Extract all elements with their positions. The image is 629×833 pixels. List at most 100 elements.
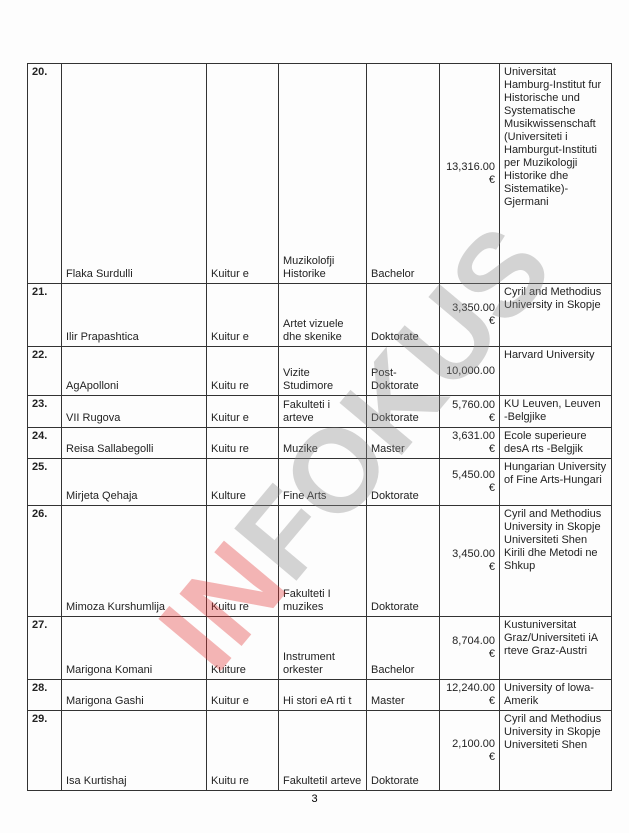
amount: 5,450.00 €	[439, 458, 500, 506]
university: Harvard University	[499, 346, 612, 396]
program: Muzikolofji Historike	[278, 63, 367, 284]
row-number: 26.	[27, 505, 62, 617]
amount: 3,350.00 €	[439, 283, 500, 347]
cell-text: Kuitur e	[211, 268, 249, 280]
cell-text: Master	[371, 443, 405, 455]
cell-text: 25.	[32, 461, 48, 473]
degree: Master	[366, 427, 440, 459]
cell-text: 28.	[32, 682, 48, 694]
degree: Doktorate	[366, 710, 440, 791]
cell-text: 8,704.00 €	[452, 635, 495, 660]
amount: 8,704.00 €	[439, 616, 500, 680]
row-number: 21.	[27, 283, 62, 347]
row-number: 24.	[27, 427, 62, 459]
program: FakultetiI arteve	[278, 710, 367, 791]
amount: 10,000.00	[439, 346, 500, 396]
cell-text: Cyril and Methodius University in Skopje…	[504, 713, 602, 751]
row-number: 23.	[27, 395, 62, 428]
cell-text: Cyril and Methodius University in Skopje…	[504, 508, 602, 572]
amount: 3,450.00 €	[439, 505, 500, 617]
cell-text: Muzike	[283, 443, 318, 455]
cell-text: Kuitur e	[211, 412, 249, 424]
cell-text: 29.	[32, 713, 48, 725]
amount: 12,240.00 €	[439, 679, 500, 711]
row-number: 25.	[27, 458, 62, 506]
field: Kuitur e	[206, 395, 279, 428]
cell-text: Instrument orkester	[283, 651, 335, 676]
field: Kuitu re	[206, 505, 279, 617]
name: Flaka Surdulli	[61, 63, 207, 284]
row-number: 29.	[27, 710, 62, 791]
program: Fine Arts	[278, 458, 367, 506]
university: KU Leuven, Leuven -Belgjike	[499, 395, 612, 428]
degree: Doktorate	[366, 395, 440, 428]
cell-text: Kuitu re	[211, 443, 249, 455]
university: Kustuniversitat Graz/Universiteti iA rte…	[499, 616, 612, 680]
amount: 5,760.00 €	[439, 395, 500, 428]
university: Ecole superieure desA rts -Belgjik	[499, 427, 612, 459]
cell-text: Mirjeta Qehaja	[66, 490, 138, 502]
field: Kuitur e	[206, 283, 279, 347]
row-number: 28.	[27, 679, 62, 711]
program: Artet vizuele dhe skenike	[278, 283, 367, 347]
cell-text: Post-Doktorate	[371, 367, 419, 392]
cell-text: Harvard University	[504, 349, 595, 361]
amount: 3,631.00 €	[439, 427, 500, 459]
degree: Doktorate	[366, 505, 440, 617]
university: University of lowa-Amerik	[499, 679, 612, 711]
university: Universitat Hamburg-Institut fur Histori…	[499, 63, 612, 284]
row-number: 20.	[27, 63, 62, 284]
field: Kuiture	[206, 616, 279, 680]
amount: 2,100.00 €	[439, 710, 500, 791]
cell-text: Hi stori eA rti t	[283, 695, 352, 707]
cell-text: University of lowa-Amerik	[504, 682, 594, 707]
cell-text: FakultetiI arteve	[283, 775, 362, 787]
cell-text: 21.	[32, 286, 48, 298]
university: Cyril and Methodius University in Skopje…	[499, 710, 612, 791]
name: Marigona Komani	[61, 616, 207, 680]
degree: Bachelor	[366, 63, 440, 284]
field: Kuitur e	[206, 679, 279, 711]
cell-text: Ecole superieure desA rts -Belgjik	[504, 430, 587, 455]
cell-text: Reisa Sallabegolli	[66, 443, 154, 455]
cell-text: 26.	[32, 508, 48, 520]
field: Kuitu re	[206, 710, 279, 791]
cell-text: Doktorate	[371, 601, 419, 613]
cell-text: Hungarian University of Fine Arts-Hungar…	[504, 461, 607, 486]
cell-text: Isa Kurtishaj	[66, 775, 127, 787]
degree: Bachelor	[366, 616, 440, 680]
name: VII Rugova	[61, 395, 207, 428]
cell-text: AgApolloni	[66, 380, 119, 392]
cell-text: 3,631.00 €	[452, 430, 495, 455]
cell-text: Kuitur e	[211, 695, 249, 707]
degree: Post-Doktorate	[366, 346, 440, 396]
cell-text: Doktorate	[371, 412, 419, 424]
program: Fakulteti i arteve	[278, 395, 367, 428]
cell-text: 27.	[32, 619, 48, 631]
cell-text: Doktorate	[371, 775, 419, 787]
name: Reisa Sallabegolli	[61, 427, 207, 459]
cell-text: Kuiture	[211, 664, 246, 676]
amount: 13,316.00 €	[439, 63, 500, 284]
cell-text: Mimoza Kurshumlija	[66, 601, 166, 613]
cell-text: 3,350.00 €	[452, 302, 495, 327]
cell-text: Kulture	[211, 490, 246, 502]
cell-text: 23.	[32, 398, 48, 410]
name: Isa Kurtishaj	[61, 710, 207, 791]
cell-text: 13,316.00 €	[446, 160, 495, 186]
program: Hi stori eA rti t	[278, 679, 367, 711]
cell-text: Fakulteti i arteve	[283, 399, 331, 424]
name: Mimoza Kurshumlija	[61, 505, 207, 617]
cell-text: Marigona Gashi	[66, 695, 144, 707]
cell-text: 5,760.00 €	[452, 398, 495, 424]
cell-text: Artet vizuele dhe skenike	[283, 318, 344, 343]
cell-text: 22.	[32, 349, 48, 361]
field: Kulture	[206, 458, 279, 506]
name: Ilir Prapashtica	[61, 283, 207, 347]
degree: Doktorate	[366, 283, 440, 347]
cell-text: Flaka Surdulli	[66, 268, 133, 280]
program: Vizite Studimore	[278, 346, 367, 396]
cell-text: Doktorate	[371, 331, 419, 343]
cell-text: 20.	[32, 66, 48, 78]
cell-text: Vizite Studimore	[283, 367, 334, 392]
